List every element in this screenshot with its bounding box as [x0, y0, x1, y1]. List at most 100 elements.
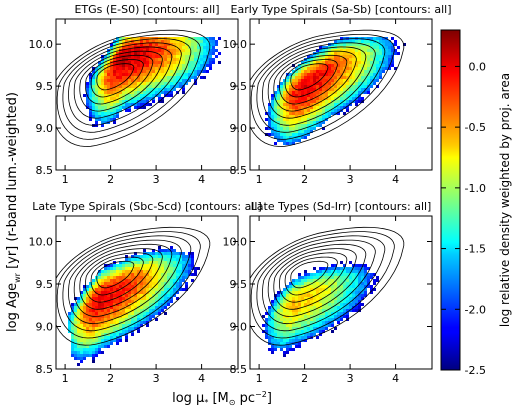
- y-tick-label: 9.5: [36, 278, 54, 291]
- x-tick-label: 3: [347, 173, 354, 186]
- contour-line: [279, 54, 348, 105]
- contours: [56, 226, 211, 346]
- contour-line: [56, 231, 201, 339]
- y-tick-label: 9.0: [230, 122, 248, 135]
- y-tick-label: 9.5: [230, 278, 248, 291]
- contour-line: [73, 46, 173, 119]
- contour-line: [68, 239, 182, 325]
- x-tick-label: 2: [301, 173, 308, 186]
- y-tick-label: 9.0: [36, 321, 54, 334]
- x-tick-label: 1: [62, 372, 69, 385]
- panel-frame: [249, 215, 433, 370]
- density-map: [56, 226, 211, 366]
- density-map: [250, 226, 405, 357]
- contour-line: [262, 239, 376, 325]
- contour-line: [273, 248, 357, 310]
- x-tick-label: 4: [392, 372, 399, 385]
- contour-line: [56, 34, 201, 140]
- contour-line: [56, 226, 211, 346]
- contour-line: [290, 260, 329, 289]
- contour-line: [96, 260, 135, 289]
- colorbar-tick-label: -1.0: [465, 182, 486, 195]
- x-tick-label: 3: [347, 372, 354, 385]
- x-tick-label: 4: [198, 173, 205, 186]
- panel-title: Early Type Spirals (Sa-Sb) [contours: al…: [231, 3, 452, 16]
- colorbar-ticks: 0.0 -0.5 -1.0 -1.5 -2.0 -2.5: [441, 60, 486, 377]
- contour-line: [250, 29, 405, 147]
- x-tick-label: 3: [153, 173, 160, 186]
- panel-3: Late Type Spirals (Sbc-Scd) [contours: a…: [29, 200, 262, 385]
- contour-line: [96, 63, 135, 91]
- contour-line: [79, 248, 163, 310]
- y-tick-label: 9.5: [36, 80, 54, 93]
- x-tick-label: 1: [256, 372, 263, 385]
- y-tick-label: 10.0: [223, 236, 248, 249]
- panel-2: Early Type Spirals (Sa-Sb) [contours: al…: [223, 3, 452, 186]
- contour-line: [85, 252, 154, 303]
- contour-line: [62, 38, 192, 133]
- y-tick-label: 8.5: [230, 164, 248, 177]
- contour-line: [90, 59, 144, 98]
- x-tick-label: 2: [301, 372, 308, 385]
- contour-line: [279, 252, 348, 303]
- x-tick-label: 1: [62, 173, 69, 186]
- contour-line: [284, 256, 338, 296]
- colorbar-tick-label: -2.5: [465, 364, 486, 377]
- density-map: [56, 29, 221, 147]
- x-axis-label: log μ* [M⊙ pc−2]: [172, 390, 272, 407]
- panel-frame: [55, 215, 239, 370]
- panel-frame: [249, 18, 433, 171]
- contours: [56, 29, 211, 147]
- contour-line: [68, 42, 182, 126]
- colorbar-tick-label: -1.5: [465, 243, 486, 256]
- x-tick-label: 4: [392, 173, 399, 186]
- contour-line: [250, 231, 395, 339]
- y-tick-label: 10.0: [29, 38, 54, 51]
- y-tick-label: 10.0: [223, 38, 248, 51]
- y-tick-label: 9.0: [230, 321, 248, 334]
- x-tick-label: 4: [198, 372, 205, 385]
- contour-line: [90, 256, 144, 296]
- y-tick-label: 8.5: [36, 164, 54, 177]
- panel-grid: ETGs (E-S0) [contours: all] 1 2 3 4 8.5 9.0 9.5…: [29, 3, 452, 385]
- contour-line: [267, 243, 367, 317]
- contour-line: [284, 59, 338, 98]
- contour-line: [73, 243, 173, 317]
- x-tick-label: 2: [107, 173, 114, 186]
- contours: [250, 226, 405, 346]
- contour-line: [85, 54, 154, 105]
- colorbar-tick-label: 0.0: [469, 60, 487, 73]
- colorbar-tick-label: -0.5: [465, 121, 486, 134]
- contour-line: [62, 235, 192, 332]
- x-tick-label: 2: [107, 372, 114, 385]
- panel-1: ETGs (E-S0) [contours: all] 1 2 3 4 8.5 9.0 9.5…: [29, 3, 239, 186]
- contour-line: [79, 50, 163, 112]
- colorbar-label: log relative density weighted by proj. a…: [498, 73, 512, 327]
- contour-line: [256, 38, 386, 133]
- y-tick-label: 8.5: [230, 363, 248, 376]
- panel-title: Late Type Spirals (Sbc-Scd) [contours: a…: [32, 200, 262, 213]
- y-tick-label: 10.0: [29, 236, 54, 249]
- colorbar-gradient: [440, 29, 461, 371]
- y-axis-label: log Agewr [yr] (r-band lum.-weighted): [5, 92, 22, 332]
- contour-line: [290, 63, 329, 91]
- contour-line: [256, 235, 386, 332]
- panel-title: Late Types (Sd-Irr) [contours: all]: [251, 200, 432, 213]
- contour-line: [250, 34, 395, 140]
- panel-title: ETGs (E-S0) [contours: all]: [74, 3, 219, 16]
- x-tick-label: 1: [256, 173, 263, 186]
- panel-4: Late Types (Sd-Irr) [contours: all] 1 2 3 4 8…: [223, 200, 433, 385]
- contour-line: [250, 226, 405, 346]
- x-tick-label: 3: [153, 372, 160, 385]
- contour-line: [56, 29, 211, 147]
- contours: [250, 29, 405, 147]
- y-tick-label: 9.0: [36, 122, 54, 135]
- panel-frame: [55, 18, 239, 171]
- contour-line: [262, 42, 376, 126]
- y-tick-label: 8.5: [36, 363, 54, 376]
- contour-line: [267, 46, 367, 119]
- density-map: [250, 29, 406, 147]
- colorbar: 0.0 -0.5 -1.0 -1.5 -2.0 -2.5 log relative den…: [440, 29, 512, 377]
- contour-line: [273, 50, 357, 112]
